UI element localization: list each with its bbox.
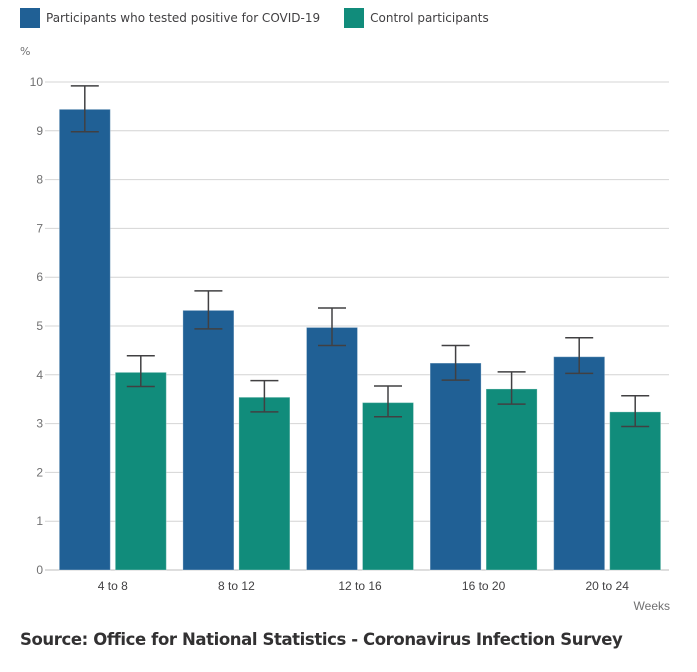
y-tick-label: 8 <box>36 173 43 187</box>
y-axis-unit: % <box>20 45 31 58</box>
bar <box>609 411 662 571</box>
y-tick-label: 10 <box>30 75 44 89</box>
y-tick-label: 4 <box>36 368 43 382</box>
bars <box>58 108 662 571</box>
y-tick-label: 9 <box>36 124 43 138</box>
legend-swatch-control <box>344 8 365 28</box>
x-tick-label: 12 to 16 <box>338 579 382 593</box>
error-bars <box>70 85 650 428</box>
x-tick-label: 4 to 8 <box>98 579 128 593</box>
legend-item-positive: Participants who tested positive for COV… <box>20 8 320 28</box>
y-tick-label: 3 <box>36 417 43 431</box>
chart-legend: Participants who tested positive for COV… <box>20 8 513 28</box>
x-tick-label: 8 to 12 <box>218 579 255 593</box>
bar <box>114 371 167 571</box>
source-note: Source: Office for National Statistics -… <box>20 630 623 649</box>
bar <box>238 396 291 571</box>
bar <box>58 108 111 571</box>
bar <box>553 356 606 571</box>
y-tick-label: 2 <box>36 465 43 479</box>
y-axis-ticks: 0 1 2 3 4 5 6 7 8 9 10 <box>30 75 44 577</box>
y-tick-label: 7 <box>36 221 43 235</box>
y-tick-label: 6 <box>36 270 43 284</box>
x-tick-label: 16 to 20 <box>462 579 506 593</box>
y-tick-label: 0 <box>36 563 43 577</box>
bar <box>182 309 235 571</box>
legend-label-positive: Participants who tested positive for COV… <box>46 11 321 25</box>
legend-swatch-positive <box>20 8 40 28</box>
bar <box>362 402 414 571</box>
bar <box>485 388 538 571</box>
x-axis-labels: 4 to 8 8 to 12 12 to 16 16 to 20 20 to 24 <box>98 579 629 593</box>
legend-label-control: Control participants <box>370 11 489 25</box>
bar <box>429 362 482 571</box>
y-tick-label: 1 <box>36 514 43 528</box>
legend-item-control: Control participants <box>344 8 489 28</box>
y-tick-label: 5 <box>36 319 43 333</box>
x-tick-label: 20 to 24 <box>586 579 630 593</box>
bar <box>306 326 358 571</box>
x-axis-title: Weeks <box>634 599 670 613</box>
